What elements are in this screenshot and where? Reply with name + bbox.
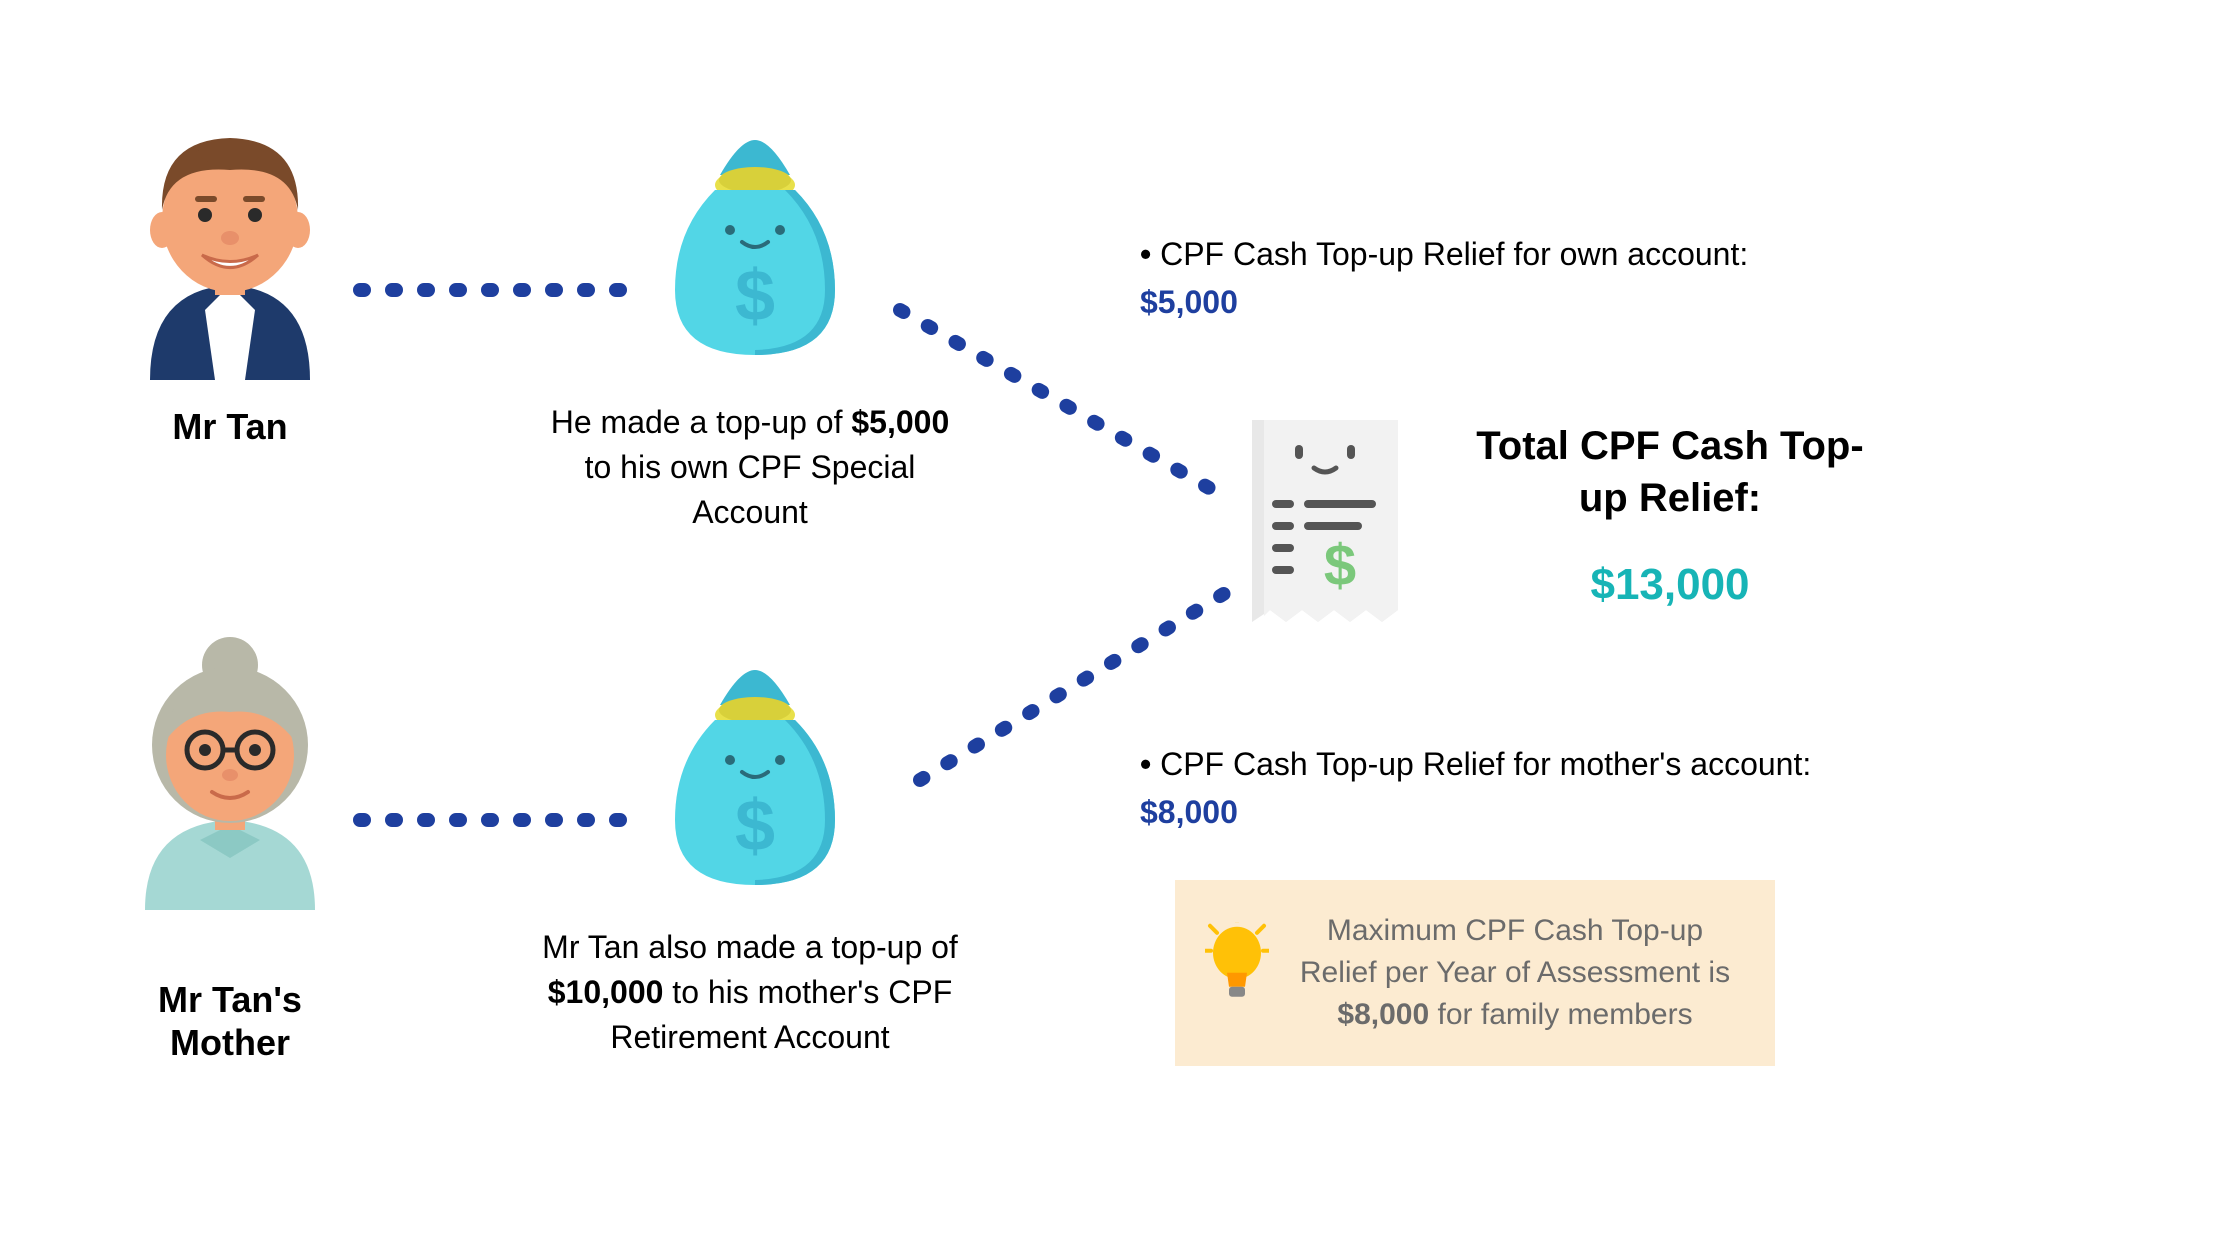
svg-text:$: $ [1324,533,1356,598]
bag2-description: Mr Tan also made a top-up of $10,000 to … [540,925,960,1059]
bag1-description: He made a top-up of $5,000 to his own CP… [540,400,960,534]
svg-text:$: $ [735,786,775,866]
bullet1-text: CPF Cash Top-up Relief for own account: [1160,236,1748,272]
mother-label-text: Mr Tan's Mother [158,979,302,1063]
mother-label: Mr Tan's Mother [105,935,355,1065]
total-amount: $13,000 [1470,560,1870,610]
bullet2-text: CPF Cash Top-up Relief for mother's acco… [1160,746,1811,782]
bullet2-amount: $8,000 [1140,794,1238,830]
total-amount-text: $13,000 [1590,560,1749,609]
bag1-text-before: He made a top-up of [551,404,852,440]
bullet-own-account: CPF Cash Top-up Relief for own account: … [1140,230,1800,326]
mr-tan-label-text: Mr Tan [172,406,287,447]
bag2-text-before: Mr Tan also made a top-up of [542,929,958,965]
svg-text:$: $ [735,256,775,336]
lightbulb-icon [1205,923,1269,1023]
bullet1-amount: $5,000 [1140,284,1238,320]
info-box: Maximum CPF Cash Top-up Relief per Year … [1175,880,1775,1066]
info-amount: $8,000 [1337,998,1429,1031]
money-bag-icon-1: $ [660,130,850,360]
total-label: Total CPF Cash Top-up Relief: [1470,420,1870,524]
mother-avatar [120,630,340,910]
bag1-amount: $5,000 [851,404,949,440]
money-bag-icon-2: $ [660,660,850,890]
info-text-after: for family members [1429,998,1692,1031]
bag2-amount: $10,000 [548,974,664,1010]
info-text-before: Maximum CPF Cash Top-up Relief per Year … [1300,914,1730,989]
mr-tan-label: Mr Tan [120,405,340,448]
bullet-mother-account: CPF Cash Top-up Relief for mother's acco… [1140,740,1840,836]
bag1-text-after: to his own CPF Special Account [585,449,916,530]
total-label-text: Total CPF Cash Top-up Relief: [1476,424,1863,520]
mr-tan-avatar [120,110,340,380]
receipt-icon: $ [1240,410,1410,630]
